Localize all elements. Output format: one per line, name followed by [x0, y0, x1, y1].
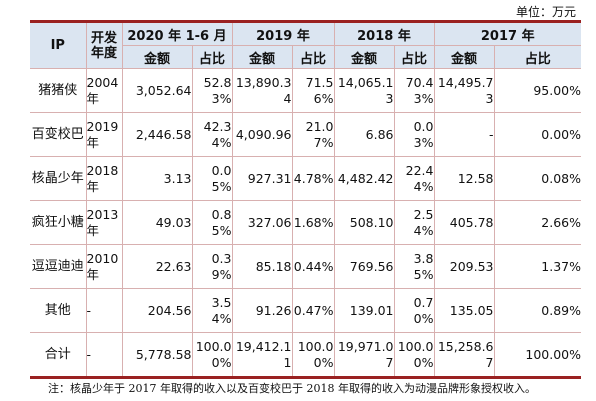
ratio-cell: 2.54%	[393, 200, 435, 245]
ip-name-cell: 猪猪侠	[30, 68, 87, 113]
amount-cell: 6.86	[333, 112, 395, 157]
ip-name-cell: 疯狂小糖	[30, 200, 87, 245]
footnote: 注：核晶少年于 2017 年取得的收入以及百变校巴于 2018 年取得的收入为动…	[48, 382, 536, 395]
ratio-cell: 70.43%	[393, 68, 435, 113]
amount-cell: 927.31	[231, 156, 293, 201]
ratio-cell: 0.89%	[493, 288, 581, 333]
dev-year-cell: 2019年	[85, 112, 123, 157]
amount-cell: 139.01	[333, 288, 395, 333]
unit-label: 单位：万元	[515, 5, 576, 19]
ratio-cell: 71.56%	[291, 68, 335, 113]
ratio-cell: 0.00%	[493, 112, 581, 157]
header-ratio: 占比	[291, 45, 335, 69]
header-period-2018: 2018 年	[333, 21, 435, 46]
header-ip: IP	[30, 21, 87, 69]
ratio-cell: 3.54%	[191, 288, 233, 333]
amount-cell: 12.58	[433, 156, 495, 201]
header-amount: 金额	[333, 45, 395, 69]
amount-cell: 209.53	[433, 244, 495, 289]
amount-cell: 3,052.64	[121, 68, 193, 113]
amount-cell: 15,258.67	[433, 332, 495, 378]
ratio-cell: 0.03%	[393, 112, 435, 157]
header-ratio: 占比	[191, 45, 233, 69]
dev-year-cell: 2018年	[85, 156, 123, 201]
ratio-cell: 3.85%	[393, 244, 435, 289]
amount-cell: 13,890.34	[231, 68, 293, 113]
ratio-cell: 4.78%	[291, 156, 335, 201]
header-amount: 金额	[231, 45, 293, 69]
amount-cell: 769.56	[333, 244, 395, 289]
dev-year-cell: 2013年	[85, 200, 123, 245]
ratio-cell: 52.83%	[191, 68, 233, 113]
amount-cell: 91.26	[231, 288, 293, 333]
amount-cell: 508.10	[333, 200, 395, 245]
ratio-cell: 21.07%	[291, 112, 335, 157]
header-period-2017: 2017 年	[433, 21, 581, 46]
ratio-cell: 100.00%	[291, 332, 335, 378]
table-row: 逗逗迪迪 2010年 22.63 0.39% 85.18 0.44% 769.56 3.85%…	[30, 244, 581, 289]
ratio-cell: 0.44%	[291, 244, 335, 289]
header-ratio: 占比	[393, 45, 435, 69]
ip-name-cell: 逗逗迪迪	[30, 244, 87, 289]
dev-year-cell: 2004年	[85, 68, 123, 113]
ratio-cell: 0.47%	[291, 288, 335, 333]
ratio-cell: 0.39%	[191, 244, 233, 289]
ratio-cell: 22.44%	[393, 156, 435, 201]
ip-name-cell: 其他	[30, 288, 87, 333]
table-row: 猪猪侠 2004年 3,052.64 52.83% 13,890.34 71.56% 14,…	[30, 68, 581, 113]
amount-cell: 14,495.73	[433, 68, 495, 113]
amount-cell: 204.56	[121, 288, 193, 333]
ratio-cell: 0.08%	[493, 156, 581, 201]
ratio-cell: 100.00%	[393, 332, 435, 378]
ip-name-cell: 百变校巴	[30, 112, 87, 157]
amount-cell: 3.13	[121, 156, 193, 201]
amount-cell: 22.63	[121, 244, 193, 289]
header-ratio: 占比	[493, 45, 581, 69]
ip-name-cell: 合计	[30, 332, 87, 378]
revenue-table: IP 开发年度 2020 年 1-6 月 2019 年 2018 年 2017 …	[30, 20, 581, 379]
amount-cell: 4,090.96	[231, 112, 293, 157]
amount-cell: 49.03	[121, 200, 193, 245]
amount-cell: 2,446.58	[121, 112, 193, 157]
header-dev-year: 开发年度	[85, 21, 123, 69]
table-body: 猪猪侠 2004年 3,052.64 52.83% 13,890.34 71.56% 14,…	[30, 68, 581, 378]
amount-cell: 4,482.42	[333, 156, 395, 201]
ratio-cell: 100.00%	[493, 332, 581, 378]
header-amount: 金额	[433, 45, 495, 69]
amount-cell: 19,971.07	[333, 332, 395, 378]
table-row: 核晶少年 2018年 3.13 0.05% 927.31 4.78% 4,482.42 22.…	[30, 156, 581, 201]
table-row: 百变校巴 2019年 2,446.58 42.34% 4,090.96 21.07% 6.8…	[30, 112, 581, 157]
dev-year-cell: 2010年	[85, 244, 123, 289]
amount-cell: 14,065.13	[333, 68, 395, 113]
header-amount: 金额	[122, 45, 193, 69]
amount-cell: 327.06	[231, 200, 293, 245]
ratio-cell: 95.00%	[493, 68, 581, 113]
ratio-cell: 42.34%	[191, 112, 233, 157]
ratio-cell: 2.66%	[493, 200, 581, 245]
dev-year-cell: -	[85, 288, 123, 333]
amount-cell: 85.18	[231, 244, 293, 289]
amount-cell: 135.05	[433, 288, 495, 333]
table-row: 合计 -5,778.58 100.00% 19,412.11 100.00% 19,971…	[30, 332, 581, 378]
amount-cell: 19,412.11	[231, 332, 293, 378]
dev-year-cell: -	[85, 332, 123, 378]
table-row: 疯狂小糖 2013年 49.03 0.85% 327.06 1.68% 508.10 2.54…	[30, 200, 581, 245]
amount-cell: -	[433, 112, 495, 157]
amount-cell: 405.78	[433, 200, 495, 245]
amount-cell: 5,778.58	[121, 332, 193, 378]
ip-name-cell: 核晶少年	[30, 156, 87, 201]
ratio-cell: 100.00%	[191, 332, 233, 378]
ratio-cell: 0.05%	[191, 156, 233, 201]
ratio-cell: 1.68%	[291, 200, 335, 245]
ratio-cell: 1.37%	[493, 244, 581, 289]
ratio-cell: 0.85%	[191, 200, 233, 245]
header-period-2019: 2019 年	[231, 21, 335, 46]
ratio-cell: 0.70%	[393, 288, 435, 333]
header-period-2020h1: 2020 年 1-6 月	[121, 21, 233, 46]
table-row: 其他 -204.56 3.54% 91.26 0.47% 139.01 0.70% 135.0…	[30, 288, 581, 333]
